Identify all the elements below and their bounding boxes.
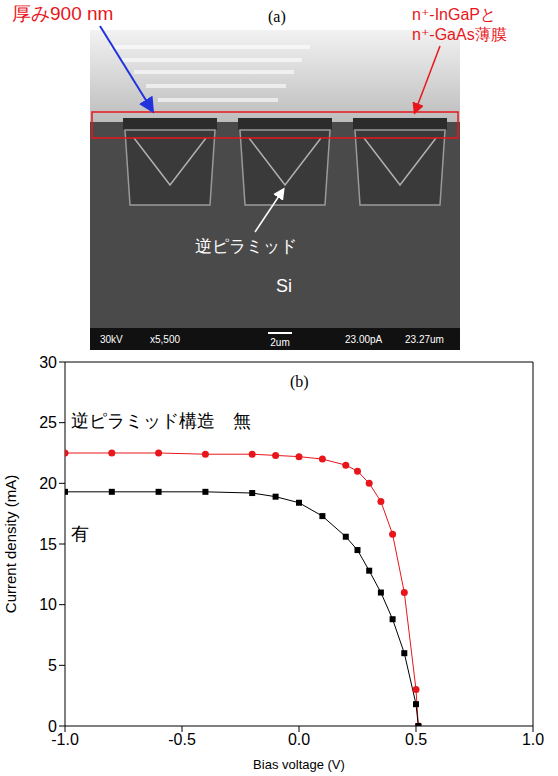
svg-text:-1.0: -1.0 xyxy=(51,731,79,749)
svg-text:20: 20 xyxy=(39,475,57,492)
svg-text:5: 5 xyxy=(48,657,57,674)
svg-text:10: 10 xyxy=(39,596,57,613)
svg-text:Si: Si xyxy=(276,276,292,296)
html-text:逆ピラミッド構造 無: 逆ピラミッド構造 無 xyxy=(71,411,251,432)
svg-text:-0.5: -0.5 xyxy=(168,731,196,748)
svg-text:1.0: 1.0 xyxy=(522,731,544,748)
svg-text:0.0: 0.0 xyxy=(288,731,310,748)
svg-text:x5,500: x5,500 xyxy=(150,334,180,345)
svg-text:30: 30 xyxy=(39,354,57,371)
svg-text:n⁺-InGaPと: n⁺-InGaPと xyxy=(412,6,496,23)
svg-text:(a): (a) xyxy=(268,8,286,26)
svg-text:0: 0 xyxy=(48,718,57,735)
svg-text:30kV: 30kV xyxy=(100,334,123,345)
svg-text:厚み900 nm: 厚み900 nm xyxy=(12,3,113,24)
svg-text:23.00pA: 23.00pA xyxy=(345,334,383,345)
svg-text:Bias voltage (V): Bias voltage (V) xyxy=(253,757,345,772)
svg-text:逆ピラミッド: 逆ピラミッド xyxy=(195,237,297,256)
svg-text:n⁺-GaAs薄膜: n⁺-GaAs薄膜 xyxy=(412,26,507,43)
svg-text:25: 25 xyxy=(39,414,57,431)
svg-text:2um: 2um xyxy=(270,337,289,348)
svg-text:0.5: 0.5 xyxy=(405,731,427,748)
svg-text:23.27um: 23.27um xyxy=(405,334,444,345)
svg-text:15: 15 xyxy=(39,536,57,553)
svg-text:Current density (mA): Current density (mA) xyxy=(2,475,19,613)
html-text:有: 有 xyxy=(71,524,89,545)
html-text:(b): (b) xyxy=(290,372,309,390)
